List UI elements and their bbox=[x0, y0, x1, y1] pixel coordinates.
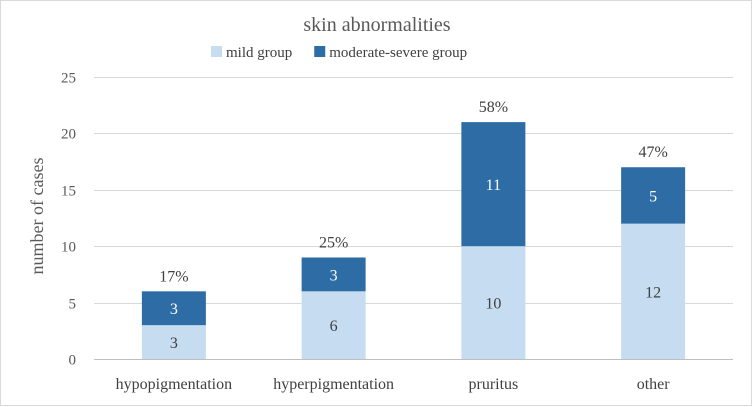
legend-label: moderate-severe group bbox=[329, 45, 467, 61]
percent-label: 58% bbox=[479, 99, 508, 116]
y-tick-label: 15 bbox=[61, 184, 76, 200]
bar-mild-0 bbox=[141, 325, 206, 359]
legend-swatch-mild bbox=[211, 46, 222, 57]
chart-title: skin abnormalities bbox=[303, 14, 450, 36]
percent-label: 47% bbox=[638, 144, 667, 161]
legend-swatch-moderate-severe bbox=[314, 46, 326, 57]
y-tick-label: 20 bbox=[61, 127, 76, 143]
bars bbox=[141, 122, 686, 359]
percent-label: 17% bbox=[159, 268, 188, 285]
bar-value-label: 11 bbox=[486, 177, 501, 194]
bar-value-label: 3 bbox=[170, 301, 178, 318]
y-axis-label: number of cases bbox=[27, 158, 47, 275]
legend: mild group moderate-severe group bbox=[211, 45, 467, 61]
bar-moderate-severe-3 bbox=[621, 167, 686, 224]
bar-value-label: 3 bbox=[170, 335, 178, 352]
bar-moderate-severe-0 bbox=[141, 291, 206, 326]
y-tick-label: 0 bbox=[69, 353, 77, 369]
bar-value-label: 12 bbox=[645, 284, 661, 301]
bar-mild-1 bbox=[301, 291, 366, 359]
x-category-label: pruritus bbox=[468, 376, 518, 393]
x-category-label: hypopigmentation bbox=[116, 376, 232, 393]
percent-label: 25% bbox=[319, 234, 348, 251]
labels: 0 5 10 15 20 25 3 3 17% hypopigmentation 6 3 25% hype… bbox=[61, 71, 670, 394]
y-tick-label: 5 bbox=[69, 297, 77, 313]
legend-label: mild group bbox=[226, 45, 292, 61]
bar-value-label: 3 bbox=[330, 267, 338, 284]
y-tick-label: 10 bbox=[61, 240, 76, 256]
bar-value-label: 5 bbox=[649, 188, 657, 205]
y-tick-label: 25 bbox=[61, 71, 76, 87]
bar-mild-3 bbox=[621, 223, 686, 359]
x-category-label: other bbox=[637, 376, 671, 393]
x-category-label: hyperpigmentation bbox=[273, 376, 394, 393]
bar-mild-2 bbox=[461, 246, 526, 359]
bar-moderate-severe-1 bbox=[301, 257, 366, 292]
bar-value-label: 10 bbox=[485, 296, 501, 313]
bar-value-label: 6 bbox=[330, 318, 338, 335]
bar-moderate-severe-2 bbox=[461, 122, 526, 247]
